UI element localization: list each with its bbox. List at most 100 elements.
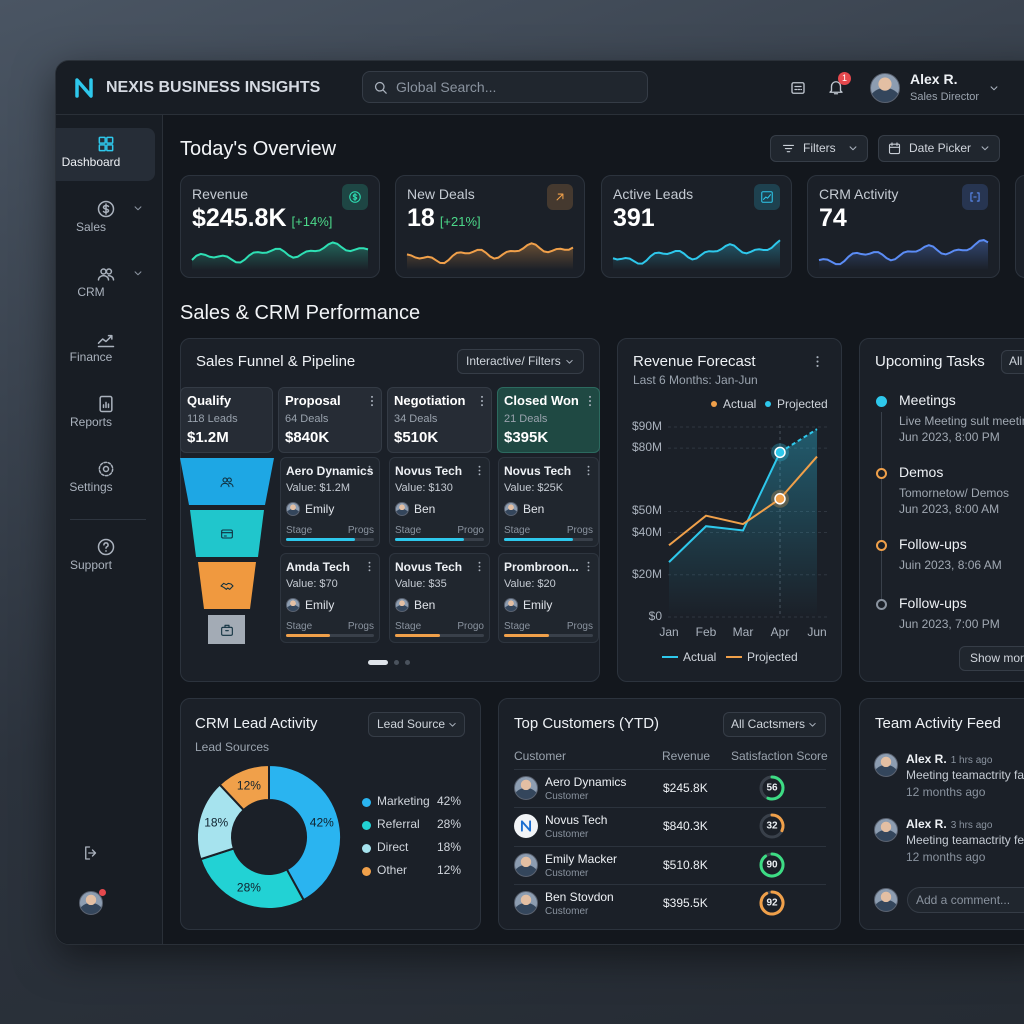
task-dot bbox=[876, 540, 887, 551]
column-header: Customer bbox=[514, 749, 567, 763]
icon bbox=[97, 200, 115, 218]
icon-part bbox=[368, 565, 371, 568]
nav-item[interactable]: Sales bbox=[56, 193, 155, 246]
deal-progress: Progs bbox=[347, 621, 374, 632]
legend-label: Actual bbox=[683, 650, 717, 664]
y-tick-label: $20M bbox=[631, 566, 662, 581]
avatar bbox=[286, 502, 300, 516]
deal-value: Value: $25K bbox=[504, 482, 564, 494]
x-tick-label: Apr bbox=[770, 625, 790, 639]
nav-item[interactable]: Finance bbox=[56, 323, 155, 376]
icon-part bbox=[587, 469, 590, 472]
task-time: Jun 2023, 7:00 PM bbox=[899, 617, 1000, 631]
nav-item[interactable]: Settings bbox=[56, 453, 155, 506]
kpi-change: [+14%] bbox=[291, 214, 333, 229]
score-value: 32 bbox=[766, 820, 778, 832]
icon bbox=[481, 395, 483, 407]
stage-card[interactable] bbox=[180, 387, 273, 453]
show-more-button[interactable] bbox=[959, 646, 1024, 671]
icon bbox=[566, 359, 573, 364]
page-dot[interactable] bbox=[394, 660, 399, 665]
icon-part bbox=[368, 469, 371, 472]
filter-dropdown[interactable] bbox=[1001, 350, 1024, 374]
page-dot[interactable] bbox=[405, 660, 410, 665]
icon bbox=[981, 146, 989, 151]
nav-item[interactable]: CRM bbox=[56, 258, 155, 311]
stage-name: Proposal bbox=[285, 393, 341, 408]
icon bbox=[220, 476, 234, 487]
kpi-value-row: 391 bbox=[613, 206, 655, 231]
deal-stage: Stage bbox=[286, 621, 313, 632]
row-divider bbox=[514, 884, 826, 885]
stage-card[interactable] bbox=[278, 387, 382, 453]
avatar bbox=[79, 891, 103, 915]
filter-dropdown[interactable] bbox=[368, 712, 465, 737]
deal-card[interactable] bbox=[389, 553, 490, 643]
deal-card[interactable] bbox=[280, 553, 380, 643]
icon-part bbox=[221, 531, 233, 537]
icon-part bbox=[809, 722, 816, 727]
row-divider bbox=[514, 807, 826, 808]
date-picker-button[interactable] bbox=[878, 135, 1000, 162]
panel-subtitle: Last 6 Months: Jan-Jun bbox=[633, 373, 758, 387]
legend-dot bbox=[362, 821, 371, 830]
avatar bbox=[874, 888, 898, 912]
nav-item[interactable]: Reports bbox=[56, 388, 155, 441]
deal-company: Novus Tech bbox=[504, 464, 572, 478]
deal-card[interactable] bbox=[498, 553, 599, 643]
deal-owner: Emily bbox=[305, 502, 335, 516]
y-tick-label: $40M bbox=[631, 524, 662, 539]
icon-part bbox=[75, 78, 93, 98]
panel-title: Revenue Forecast bbox=[633, 353, 756, 370]
legend-label: Other bbox=[377, 863, 408, 877]
stage-count: 64 Deals bbox=[285, 413, 329, 425]
icon bbox=[371, 395, 373, 407]
customer-revenue: $245.8K bbox=[663, 781, 708, 795]
task-dot bbox=[876, 396, 887, 407]
filter-dropdown[interactable] bbox=[723, 712, 826, 737]
avatar bbox=[870, 73, 900, 103]
deal-card[interactable] bbox=[389, 457, 490, 547]
stage-card[interactable] bbox=[497, 387, 600, 453]
stage-value: $1.2M bbox=[187, 429, 229, 446]
score-value: 92 bbox=[766, 897, 778, 909]
avatar bbox=[514, 853, 538, 877]
icon-part bbox=[382, 89, 387, 94]
page-dot-active[interactable] bbox=[368, 660, 388, 665]
customer-revenue: $510.8K bbox=[663, 858, 708, 872]
icon-part bbox=[761, 191, 773, 203]
page-title: Today's Overview bbox=[180, 138, 337, 160]
icon-part bbox=[791, 82, 805, 94]
task-title: Follow-ups bbox=[899, 595, 967, 611]
brand: NEXIS BUSINESS INSIGHTS bbox=[106, 79, 321, 96]
deal-card[interactable] bbox=[498, 457, 599, 547]
customer-name: Novus Tech bbox=[545, 813, 608, 827]
filter-dropdown[interactable] bbox=[457, 349, 584, 374]
stage-card[interactable] bbox=[387, 387, 492, 453]
customer-name: Ben Stovdon bbox=[545, 890, 614, 904]
avatar bbox=[395, 502, 409, 516]
deal-card[interactable] bbox=[280, 457, 380, 547]
icon-part bbox=[106, 144, 114, 152]
icon-part bbox=[481, 400, 483, 402]
icon-part bbox=[371, 404, 373, 407]
kpi-value: 74 bbox=[819, 204, 847, 232]
nav-item[interactable]: Support bbox=[56, 531, 155, 584]
customer-type: Customer bbox=[545, 791, 589, 802]
feed-ago: 12 months ago bbox=[906, 850, 986, 864]
icon-part bbox=[352, 192, 358, 202]
search-box[interactable] bbox=[362, 71, 648, 103]
icon-part bbox=[816, 364, 819, 367]
icon bbox=[75, 78, 93, 98]
legend-dot bbox=[362, 867, 371, 876]
nav-item[interactable]: Dashboard bbox=[56, 128, 155, 181]
y-tick-label: $50M bbox=[631, 503, 662, 518]
legend-dot bbox=[765, 401, 771, 407]
dropdown-label: All Cactsmers bbox=[731, 717, 806, 731]
legend-label: Projected bbox=[777, 397, 828, 411]
feed-head: Alex R. 3 hrs ago bbox=[906, 818, 992, 831]
icon bbox=[85, 846, 97, 860]
deal-progress: Progs bbox=[566, 621, 593, 632]
comment-input[interactable] bbox=[907, 887, 1024, 913]
customer-revenue: $395.5K bbox=[663, 896, 708, 910]
